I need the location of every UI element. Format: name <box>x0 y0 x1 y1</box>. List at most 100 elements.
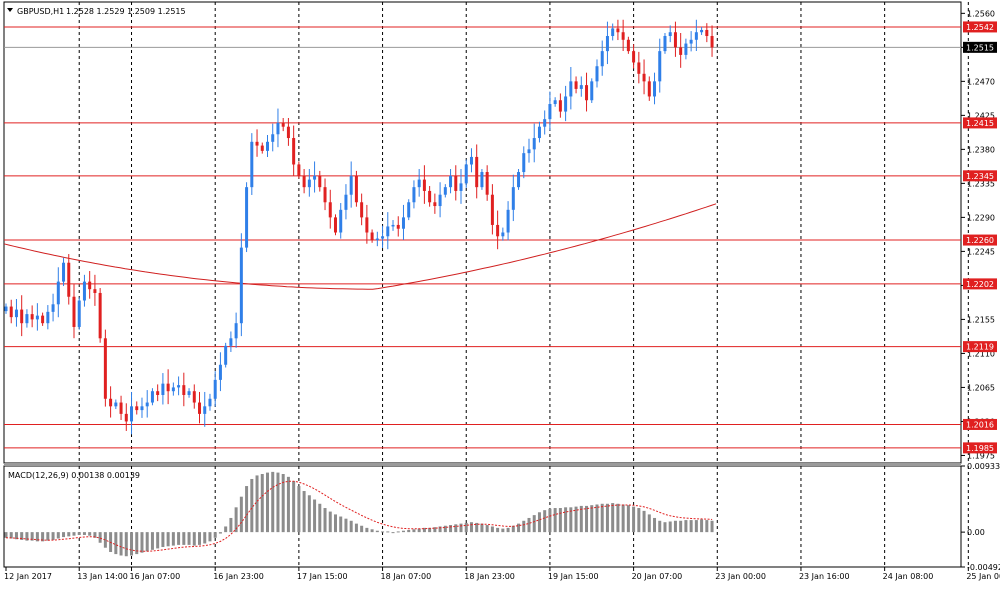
price-level-tag <box>963 278 997 290</box>
candle-body <box>224 345 228 365</box>
macd-histogram-bar <box>673 520 677 533</box>
candle-body <box>313 175 317 180</box>
candle-body <box>161 383 165 395</box>
candle-body <box>218 364 222 380</box>
candle-bullish <box>35 303 39 331</box>
price-tick-label: 1.1975 <box>967 451 995 460</box>
candle-bullish <box>443 184 447 198</box>
candle-body <box>98 292 102 339</box>
macd-histogram-bar <box>663 522 667 533</box>
macd-histogram-bar <box>705 520 709 533</box>
candle-body <box>276 122 280 135</box>
candle-body <box>668 32 672 37</box>
candle-bullish <box>130 391 134 435</box>
candle-bullish <box>266 135 269 158</box>
candle-bullish <box>4 303 8 314</box>
macd-histogram-bar <box>532 515 536 533</box>
dropdown-triangle-icon[interactable] <box>7 8 13 12</box>
candle-body <box>485 172 489 195</box>
macd-histogram-bar <box>20 532 24 540</box>
macd-histogram-bar <box>229 517 233 533</box>
candle-bullish <box>501 227 505 241</box>
candle-bullish <box>375 231 379 247</box>
candle-bearish <box>318 170 322 192</box>
price-axis: 1.2560 1.2515 1.2470 1.2425 1.2380 1.2335 1.22… <box>961 9 1000 572</box>
candle-bullish <box>239 233 243 337</box>
macd-tick-label: 0.00933 <box>967 462 1000 471</box>
candle-body <box>585 85 589 101</box>
candle-bullish <box>150 388 154 406</box>
price-level-label: 1.2016 <box>966 420 994 429</box>
candle-bullish <box>668 25 672 43</box>
candle-body <box>365 217 369 233</box>
candle-bearish <box>454 165 458 201</box>
candle-body <box>333 217 337 233</box>
macd-histogram-bar <box>98 532 102 543</box>
candle-bullish <box>590 78 594 103</box>
candle-body <box>642 73 646 82</box>
candle-body <box>198 402 202 414</box>
price-level-label: 1.2415 <box>966 119 994 128</box>
candle-body <box>464 164 468 184</box>
candle-bearish <box>109 386 113 418</box>
candle-body <box>150 391 154 403</box>
candle-bullish <box>694 19 698 52</box>
candle-body <box>480 172 484 188</box>
macd-histogram-bar <box>245 486 249 533</box>
macd-histogram-bar <box>391 532 395 534</box>
candle-bullish <box>611 23 615 41</box>
candle-body <box>260 145 264 151</box>
macd-histogram-bar <box>103 532 107 548</box>
macd-histogram-bar <box>590 505 594 533</box>
candle-body <box>187 391 191 395</box>
price-level-tag <box>963 234 997 246</box>
candle-bearish <box>632 44 636 69</box>
candles-layer <box>4 19 714 435</box>
candle-body <box>56 281 60 305</box>
candle-body <box>616 28 620 33</box>
candle-body <box>694 32 698 40</box>
time-tick-label: 12 Jan 2017 <box>4 572 52 581</box>
candle-body <box>171 387 175 392</box>
candle-body <box>490 194 494 225</box>
candle-bearish <box>496 210 500 250</box>
macd-histogram-bar <box>537 512 541 533</box>
macd-histogram-bar <box>77 532 81 535</box>
macd-histogram-bar <box>161 532 165 548</box>
price-tick-label: 1.2335 <box>967 179 995 188</box>
price-level-label: 1.1985 <box>966 444 994 453</box>
candle-body <box>328 202 332 218</box>
macd-histogram-bar <box>82 532 86 535</box>
candle-body <box>166 383 170 392</box>
macd-histogram-bar <box>600 503 604 533</box>
candle-bearish <box>637 51 641 84</box>
candle-bearish <box>297 161 301 179</box>
candle-body <box>62 262 66 282</box>
macd-histogram-bar <box>522 520 526 533</box>
candle-body <box>135 406 139 411</box>
macd-histogram-bar <box>67 532 71 537</box>
candle-bearish <box>642 59 646 95</box>
candle-body <box>349 175 353 195</box>
macd-histogram-bar <box>344 518 348 533</box>
candle-bullish <box>224 342 228 368</box>
macd-histogram-bar <box>177 532 181 545</box>
candle-bullish <box>25 309 29 328</box>
candle-body <box>381 236 385 239</box>
macd-histogram-bar <box>710 520 714 533</box>
macd-histogram-bar <box>250 478 254 533</box>
macd-histogram-bar <box>595 504 599 533</box>
macd-histogram-bar <box>114 532 118 555</box>
candle-bearish <box>292 125 296 176</box>
candle-bullish <box>553 97 557 107</box>
candle-bearish <box>260 142 264 154</box>
candle-bullish <box>537 121 541 143</box>
candle-body <box>658 51 662 82</box>
candle-body <box>109 398 113 407</box>
current-price-tag <box>963 41 997 53</box>
candle-bullish <box>62 257 66 287</box>
candle-body <box>595 66 599 82</box>
candle-body <box>543 119 547 127</box>
candle-bullish <box>407 199 411 221</box>
panel-separator <box>4 463 961 466</box>
